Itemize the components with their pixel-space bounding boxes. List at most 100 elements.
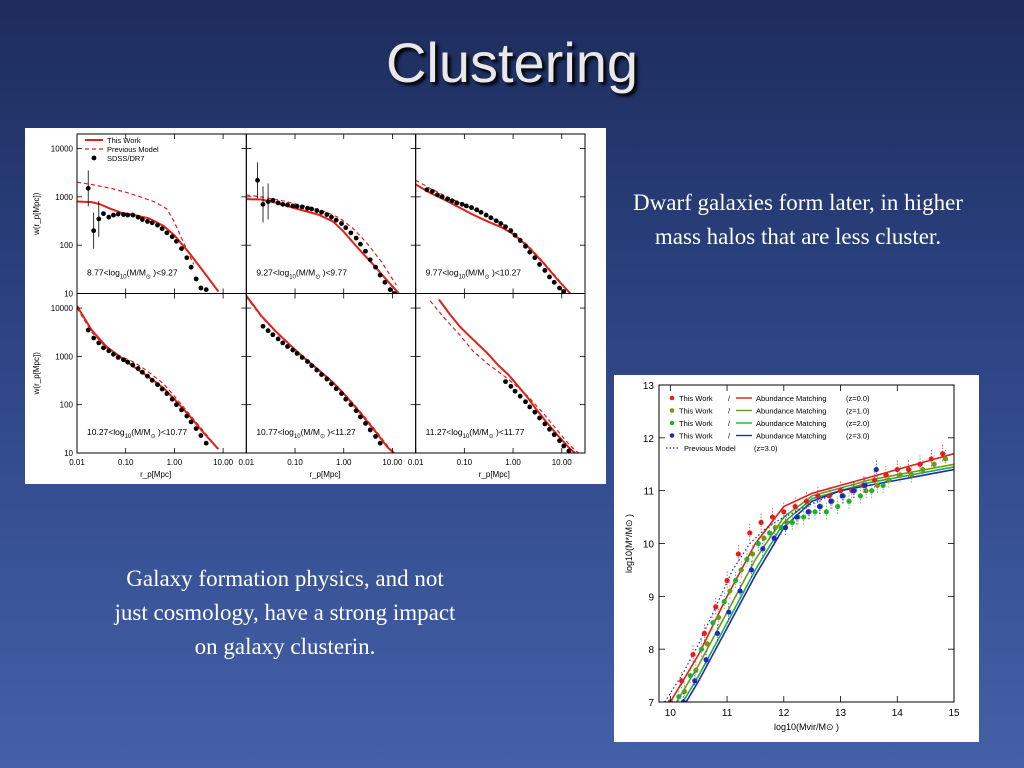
data-point (846, 498, 852, 504)
sdss-point (130, 362, 136, 368)
panel-1 (77, 170, 220, 293)
sdss-point (255, 177, 260, 183)
sdss-point (348, 230, 354, 236)
sdss-point (508, 228, 514, 234)
legend-this-work: This Work (679, 419, 713, 428)
sdss-point (174, 238, 179, 244)
sdss-point (358, 241, 363, 247)
y-axis-label: w(r_p[Mpc]) (32, 192, 41, 236)
sdss-point (184, 413, 190, 419)
sdss-point (329, 381, 334, 387)
y-tick-label: 7 (648, 698, 654, 709)
abundance-matching-line (675, 463, 954, 702)
sdss-point (333, 386, 339, 392)
sdss-point (561, 443, 567, 449)
y-tick-label: 12 (643, 434, 655, 445)
stellar-halo-mass-figure: 10 11 12 13 14 15 7 8 9 10 11 12 13 log10(Mvir/M⊙ ) lo… (614, 375, 979, 742)
legend-redshift: (z=3.0) (754, 444, 778, 453)
legend-marker (669, 408, 675, 413)
x-tick-label: 10 (665, 708, 677, 719)
x-axis-label: r_p[Mpc] (309, 470, 340, 479)
x-tick-label: 14 (892, 708, 904, 719)
data-point (701, 630, 707, 636)
sdss-point (184, 255, 190, 261)
legend-this-work: This Work (107, 136, 141, 145)
legend-previous-model: Previous Model (684, 444, 736, 453)
sdss-point (130, 212, 136, 218)
sdss-point (169, 396, 175, 402)
sdss-point (532, 255, 538, 261)
data-point (760, 546, 766, 552)
sdss-point (309, 206, 315, 212)
data-point (886, 477, 892, 483)
sdss-point (125, 212, 131, 218)
data-point (789, 519, 795, 525)
sdss-point (439, 194, 445, 200)
sdss-point (324, 212, 330, 217)
x-tick-label: 1.00 (167, 458, 183, 467)
sdss-point (135, 214, 141, 220)
data-point (792, 503, 798, 510)
clustering-figure: 8.77<log10(M/M⊙ )<9.27 10000 1000 100 10 w(r_… (25, 128, 606, 484)
sdss-point (551, 279, 557, 285)
panel-label: 8.77<log10(M/M⊙ )<9.27 (87, 268, 178, 281)
data-point (778, 525, 784, 531)
sdss-point (449, 198, 455, 204)
sdss-point (96, 340, 102, 346)
x-tick-label: 13 (835, 708, 847, 719)
sdss-point (387, 287, 393, 293)
abundance-matching-line (669, 452, 954, 702)
sdss-point (106, 348, 112, 354)
sdss-point (319, 372, 324, 377)
sdss-point (280, 201, 286, 207)
panel-label: 10.77<log10(M/M⊙ )<11.27 (256, 427, 356, 440)
sdss-point (373, 434, 378, 439)
sdss-point (424, 187, 430, 193)
sdss-point (547, 426, 552, 432)
sdss-point (517, 393, 523, 399)
y-tick-label: 8 (648, 645, 654, 656)
data-point (727, 588, 733, 594)
data-point (692, 678, 698, 684)
y-tick-label: 10 (64, 290, 73, 299)
data-point (726, 609, 732, 615)
sdss-point (527, 249, 533, 255)
sdss-point (561, 289, 567, 294)
sdss-point (498, 221, 504, 226)
caption-galaxy-formation: Galaxy formation physics, and not just c… (114, 566, 456, 659)
sdss-point (260, 323, 266, 329)
data-point (837, 488, 844, 494)
sdss-point (377, 440, 383, 446)
sdss-point (542, 421, 548, 427)
data-point (735, 551, 742, 557)
sdss-point (557, 285, 562, 291)
data-point (857, 493, 863, 499)
sdss-point (121, 357, 126, 363)
sdss-point (115, 211, 121, 217)
sdss-point (363, 420, 368, 426)
panel-label: 11.27<log10(M/M⊙ )<11.77 (426, 427, 525, 440)
sdss-point (392, 291, 397, 294)
sdss-point (91, 335, 97, 341)
sdss-point (159, 386, 165, 392)
data-point (761, 535, 767, 541)
data-point (704, 641, 710, 647)
data-point (880, 482, 886, 488)
data-point (758, 519, 764, 525)
y-tick-label: 13 (643, 381, 655, 392)
legend-this-work: This Work (679, 432, 713, 441)
sdss-point (382, 279, 388, 285)
data-point (747, 530, 753, 536)
sdss-point (125, 359, 131, 365)
this-work-line (438, 298, 577, 453)
legend: This Work / Abundance Matching (z=0.0) This … (666, 394, 870, 453)
sdss-point (537, 262, 542, 267)
x-tick-label: 0.10 (118, 458, 134, 467)
sdss-point (280, 340, 286, 346)
legend-this-work: This Work (679, 407, 713, 416)
sdss-point (270, 197, 276, 203)
data-point (782, 525, 789, 531)
data-point (816, 503, 823, 510)
sdss-point (139, 369, 145, 375)
sdss-point (121, 212, 126, 217)
